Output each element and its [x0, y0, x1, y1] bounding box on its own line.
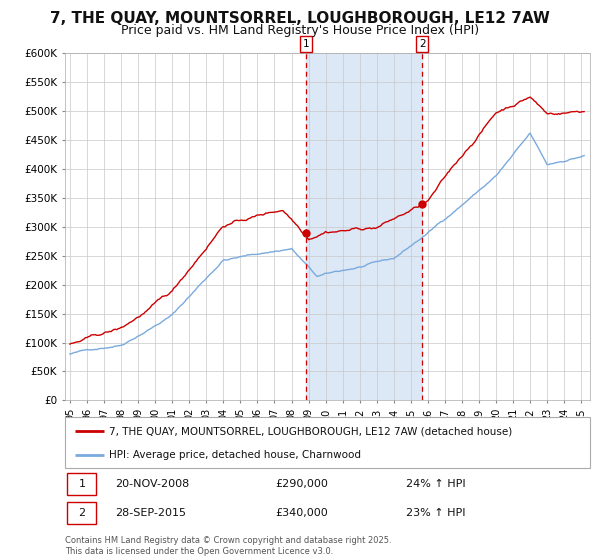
Text: 20-NOV-2008: 20-NOV-2008	[115, 479, 189, 489]
Text: HPI: Average price, detached house, Charnwood: HPI: Average price, detached house, Char…	[109, 450, 361, 460]
Bar	[67, 502, 96, 524]
Text: 2: 2	[78, 508, 85, 518]
Text: 7, THE QUAY, MOUNTSORREL, LOUGHBOROUGH, LE12 7AW (detached house): 7, THE QUAY, MOUNTSORREL, LOUGHBOROUGH, …	[109, 426, 512, 436]
Text: £340,000: £340,000	[275, 508, 328, 518]
Text: 24% ↑ HPI: 24% ↑ HPI	[406, 479, 466, 489]
Text: Contains HM Land Registry data © Crown copyright and database right 2025.
This d: Contains HM Land Registry data © Crown c…	[65, 536, 391, 556]
Bar	[67, 473, 96, 495]
Text: £290,000: £290,000	[275, 479, 328, 489]
Text: 2: 2	[419, 39, 425, 49]
Text: 1: 1	[79, 479, 85, 489]
Bar	[306, 53, 422, 400]
Text: 1: 1	[302, 39, 309, 49]
Text: 7, THE QUAY, MOUNTSORREL, LOUGHBOROUGH, LE12 7AW: 7, THE QUAY, MOUNTSORREL, LOUGHBOROUGH, …	[50, 11, 550, 26]
Text: 28-SEP-2015: 28-SEP-2015	[115, 508, 185, 518]
Text: 23% ↑ HPI: 23% ↑ HPI	[406, 508, 466, 518]
Text: Price paid vs. HM Land Registry's House Price Index (HPI): Price paid vs. HM Land Registry's House …	[121, 24, 479, 36]
